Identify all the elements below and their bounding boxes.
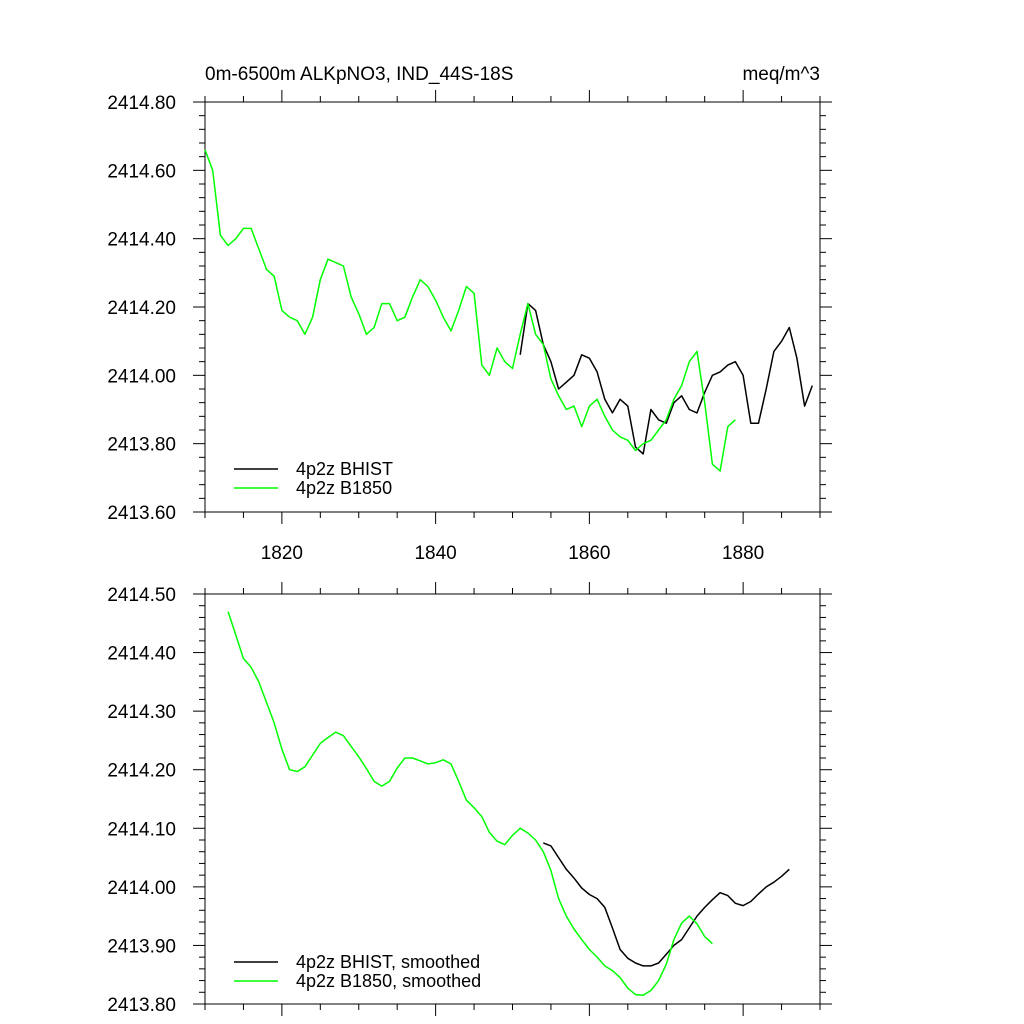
- y-tick-label: 2414.20: [107, 298, 176, 319]
- chart-panel-1: 1820 1840 1860 1880 2413.60 2413.80 2414.00 241…: [107, 64, 832, 564]
- y-tick-label: 2414.40: [107, 230, 176, 251]
- legend-label: 4p2z B1850: [296, 478, 392, 498]
- series-line-2: [227, 611, 713, 996]
- chart-title: 0m-6500m ALKpNO3, IND_44S-18S: [205, 64, 513, 85]
- legend-label: 4p2z BHIST: [296, 459, 393, 479]
- y-tick-label: 2413.80: [107, 995, 176, 1016]
- x-tick-label: 1860: [568, 543, 610, 564]
- y-tick-label: 2413.80: [107, 435, 176, 456]
- series-line-1: [543, 842, 790, 967]
- series-line-1: [519, 302, 814, 455]
- y-tick-label: 2413.60: [107, 503, 176, 524]
- y-tick-label: 2413.90: [107, 936, 176, 957]
- y-tick-label: 2414.40: [107, 644, 176, 665]
- y-tick-label: 2414.30: [107, 702, 176, 723]
- legend-label: 4p2z BHIST, smoothed: [296, 952, 480, 972]
- legend-label: 4p2z B1850, smoothed: [296, 971, 481, 991]
- y-tick-label: 2414.60: [107, 161, 176, 182]
- x-tick-label: 1880: [722, 543, 764, 564]
- y-tick-label: 2414.80: [107, 93, 176, 114]
- chart-units: meq/m^3: [742, 64, 820, 85]
- y-tick-label: 2414.00: [107, 366, 176, 387]
- y-tick-label: 2414.20: [107, 761, 176, 782]
- y-tick-label: 2414.50: [107, 585, 176, 606]
- x-tick-label: 1820: [261, 543, 303, 564]
- y-tick-label: 2414.10: [107, 819, 176, 840]
- series-line-2: [204, 149, 736, 472]
- chart-panel-2: 2413.80 2413.90 2414.00 2414.10 2414.20 2414.…: [107, 582, 832, 1016]
- x-tick-label: 1840: [414, 543, 456, 564]
- y-tick-label: 2414.00: [107, 878, 176, 899]
